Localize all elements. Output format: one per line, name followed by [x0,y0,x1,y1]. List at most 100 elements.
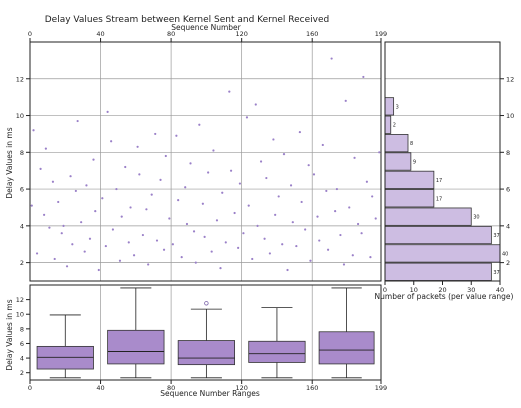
histogram-frame [384,41,501,282]
scatter-y-tick-label: 6 [20,186,24,194]
scatter-point [351,254,354,257]
scatter-point [177,199,180,202]
scatter-x-tick-label: 40 [96,30,104,38]
box-x-tick-label: 40 [96,384,104,392]
scatter-point [365,180,368,183]
scatter-point [265,176,268,180]
scatter-point [51,180,55,183]
scatter-point [348,206,351,209]
histogram-bar-value-label: 17 [436,196,442,202]
scatter-point [136,145,139,148]
scatter-point [254,103,257,106]
scatter-point [97,268,100,272]
scatter-point [281,243,284,246]
scatter-y-tick-label: 2 [20,259,24,267]
scatter-point [221,191,224,194]
histogram-x-tick-label: 30 [467,286,475,294]
histogram-right-y-tick-label: 6 [506,186,510,194]
histogram-bar [384,115,392,134]
histogram-x-tick-label: 0 [383,286,387,294]
scatter-point [212,149,215,152]
scatter-point [300,200,303,204]
scatter-point [35,252,39,255]
scatter-point [88,237,92,240]
scatter-point [237,246,240,250]
scatter-point [141,233,144,237]
scatter-point [356,222,360,226]
scatter-point [83,250,86,253]
scatter-y-tick-label: 10 [16,112,24,120]
box-x-tick-label: 120 [235,384,247,392]
box-y-tick-label: 12 [16,296,24,304]
scatter-point [344,99,347,102]
scatter-point [321,143,324,147]
scatter-y-tick-label: 12 [16,75,24,83]
box-iqr [177,340,236,366]
scatter-point [210,250,213,253]
scatter-point [286,268,289,272]
scatter-plot: 0 40 80 120 160 199 2 4 6 8 10 12 [16,30,387,282]
scatter-point [360,232,363,235]
scatter-frame [29,41,382,282]
scatter-point [309,259,312,262]
histogram-x-tick-label: 40 [496,286,504,294]
scatter-point [263,237,266,240]
scatter-point [159,178,162,181]
scatter-point [57,200,60,204]
scatter-point [247,204,250,207]
scatter-point [207,171,210,174]
scatter-point [233,211,236,215]
histogram-right-y-tick-label: 8 [506,149,510,157]
scatter-point [80,221,83,224]
box-iqr [107,329,165,365]
scatter-point [39,167,42,170]
scatter-point [277,195,280,198]
scatter-point [175,134,178,137]
histogram-bar-value-label: 37 [493,270,499,276]
scatter-point [145,208,148,211]
scatter-point [259,160,263,163]
histogram-bar-value-label: 8 [410,141,413,147]
scatter-point [94,210,97,213]
histogram-bar [384,170,435,189]
histogram-bar [384,97,395,116]
scatter-point [238,182,241,185]
scatter-point [274,213,277,216]
scatter-y-axis-label: Delay Values in ms [5,127,14,198]
scatter-point [201,202,204,205]
box-iqr [318,331,375,365]
scatter-point [104,244,107,248]
scatter-x-tick-label: 120 [235,30,247,38]
box-y-tick-label: 2 [20,369,24,377]
scatter-point [228,90,231,93]
scatter-point [154,132,157,136]
scatter-point [330,57,333,60]
scatter-point [203,235,206,238]
scatter-point [289,184,293,187]
scatter-point [229,169,233,172]
scatter-point [106,110,109,113]
scatter-x-tick-label: 0 [28,30,32,38]
histogram-right-y-tick-label: 12 [506,75,514,83]
histogram-bar [384,152,412,171]
box-x-axis-label: Sequence Number Ranges [160,389,260,398]
scatter-y-tick-label: 8 [20,149,24,157]
scatter-point [184,186,187,189]
scatter-point [326,248,330,251]
histogram-right-y-tick-label: 10 [506,112,514,120]
scatter-point [132,254,136,257]
scatter-point [43,213,46,216]
scatter-point [129,206,132,209]
scatter-point [194,261,197,264]
scatter-point [219,267,222,270]
scatter-point [74,189,77,193]
box-x-tick-label: 199 [375,384,387,392]
scatter-point [256,224,259,227]
scatter-point [335,187,339,191]
scatter-y-tick-label: 4 [20,222,24,230]
box-y-tick-label: 4 [20,355,24,363]
histogram-x-tick-label: 20 [438,286,446,294]
scatter-point [110,140,113,143]
scatter-point [185,222,189,226]
